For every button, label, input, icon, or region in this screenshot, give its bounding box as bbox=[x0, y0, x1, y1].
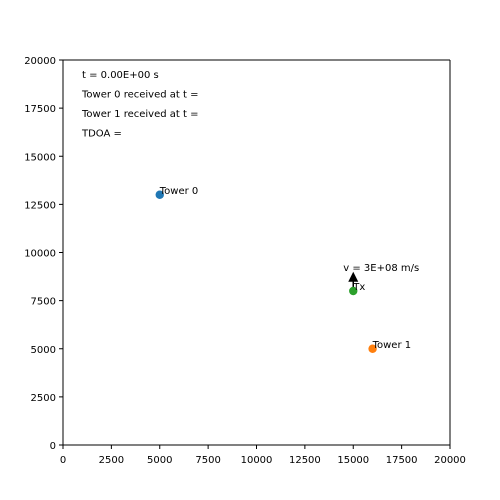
x-tick-label: 12500 bbox=[289, 455, 321, 466]
x-tick-label: 7500 bbox=[195, 455, 220, 466]
y-tick-label: 10000 bbox=[24, 249, 56, 260]
y-tick-label: 20000 bbox=[24, 56, 56, 67]
y-tick-label: 2500 bbox=[31, 393, 56, 404]
point-marker-tower-0 bbox=[155, 190, 164, 199]
info-line: t = 0.00E+00 s bbox=[82, 70, 159, 81]
info-line: Tower 0 received at t = bbox=[81, 90, 198, 101]
velocity-arrow-head bbox=[348, 271, 359, 282]
point-marker-tower-1 bbox=[368, 344, 377, 353]
plot-background bbox=[63, 60, 450, 445]
x-axis-ticks: 0 2500 5000 7500 10000 12500 15000 17500 20000 bbox=[60, 445, 466, 466]
points-layer: Tower 0 Tower 1 Tx bbox=[155, 186, 412, 353]
x-tick-label: 17500 bbox=[386, 455, 418, 466]
velocity-label: v = 3E+08 m/s bbox=[343, 263, 419, 274]
point-label-tower-0: Tower 0 bbox=[159, 186, 199, 197]
point-marker-tx bbox=[349, 286, 358, 296]
x-tick-label: 20000 bbox=[434, 455, 466, 466]
y-axis-ticks: 0 2500 5000 7500 10000 12500 15000 17500 20000 bbox=[24, 56, 63, 452]
x-tick-label: 0 bbox=[60, 455, 66, 466]
point-label-tower-1: Tower 1 bbox=[372, 340, 412, 351]
x-tick-label: 2500 bbox=[99, 455, 124, 466]
info-text-block: t = 0.00E+00 s Tower 0 received at t = Tow… bbox=[81, 70, 198, 140]
x-tick-label: 5000 bbox=[147, 455, 172, 466]
point-label-tx: Tx bbox=[352, 282, 365, 293]
y-tick-label: 15000 bbox=[24, 152, 56, 163]
y-tick-label: 0 bbox=[50, 441, 56, 452]
x-tick-label: 15000 bbox=[337, 455, 369, 466]
x-tick-label: 10000 bbox=[241, 455, 273, 466]
y-tick-label: 7500 bbox=[31, 297, 56, 308]
info-line: TDOA = bbox=[81, 129, 122, 140]
y-tick-label: 12500 bbox=[24, 200, 56, 211]
y-tick-label: 17500 bbox=[24, 104, 56, 115]
y-tick-label: 5000 bbox=[31, 345, 56, 356]
info-line: Tower 1 received at t = bbox=[81, 109, 198, 120]
